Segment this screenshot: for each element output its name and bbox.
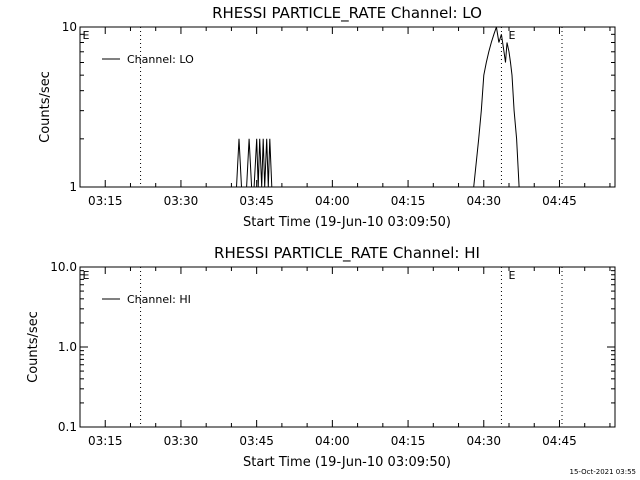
series-line xyxy=(236,26,585,188)
plot-panel: 03:15 03:30 03:45 04:00 04:15 04:30 04:45 10.0 1… xyxy=(50,260,616,448)
y-tick-label: 1.0 xyxy=(58,340,77,354)
x-tick-label: 03:45 xyxy=(239,434,274,448)
event-marker: E xyxy=(83,29,90,42)
chart-title: RHESSI PARTICLE_RATE Channel: LO xyxy=(212,4,482,23)
x-tick-label: 04:45 xyxy=(542,194,577,208)
y-axis-label: Counts/sec xyxy=(26,311,41,383)
event-marker: E xyxy=(83,269,90,282)
x-tick-label: 03:30 xyxy=(164,194,199,208)
event-marker: E xyxy=(508,29,515,42)
legend-label: Channel: HI xyxy=(127,293,191,306)
x-tick-label: 03:45 xyxy=(239,194,274,208)
x-tick-label: 04:15 xyxy=(391,194,426,208)
x-tick-label: 03:15 xyxy=(88,434,123,448)
event-marker: E xyxy=(508,269,515,282)
legend-label: Channel: LO xyxy=(127,53,194,66)
y-tick-label: 0.1 xyxy=(58,420,77,434)
x-tick-label: 03:15 xyxy=(88,194,123,208)
x-tick-label: 04:30 xyxy=(466,434,501,448)
x-tick-label: 04:00 xyxy=(315,194,350,208)
y-tick-label: 10.0 xyxy=(50,260,77,274)
x-axis-label: Start Time (19-Jun-10 03:09:50) xyxy=(243,455,451,470)
x-tick-label: 04:00 xyxy=(315,434,350,448)
x-tick-label: 04:30 xyxy=(466,194,501,208)
generation-timestamp: 15-Oct-2021 03:55 xyxy=(570,468,636,476)
legend: Channel: HI xyxy=(102,293,191,306)
y-tick-label: 1 xyxy=(69,180,77,194)
x-tick-label: 03:30 xyxy=(164,434,199,448)
chart-title: RHESSI PARTICLE_RATE Channel: HI xyxy=(214,244,480,263)
plot-layer: 03:15 03:30 03:45 04:00 04:15 04:30 04:45 10 1 E E… xyxy=(50,20,616,448)
x-axis-label: Start Time (19-Jun-10 03:09:50) xyxy=(243,215,451,230)
legend: Channel: LO xyxy=(102,53,194,66)
plot-panel: 03:15 03:30 03:45 04:00 04:15 04:30 04:45 10 1 E E xyxy=(62,20,616,208)
x-tick-label: 04:45 xyxy=(542,434,577,448)
y-axis-label: Counts/sec xyxy=(38,71,53,143)
x-tick-label: 04:15 xyxy=(391,434,426,448)
y-tick-label: 10 xyxy=(62,20,77,34)
